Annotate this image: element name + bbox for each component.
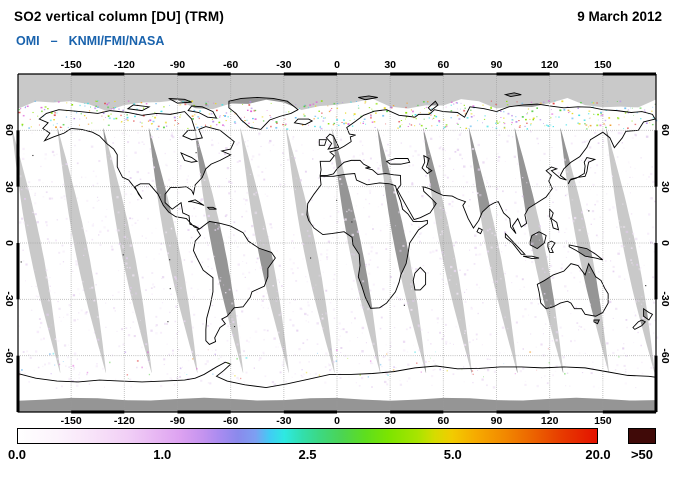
map-canvas <box>11 74 659 412</box>
lon-tick-label-top: -150 <box>60 59 82 71</box>
lon-tick-label-bottom: -120 <box>113 415 135 427</box>
lat-tick-label-right: 60 <box>659 124 671 137</box>
lon-tick-label-bottom: 30 <box>384 415 396 427</box>
date-label: 9 March 2012 <box>577 9 662 24</box>
lon-tick-label-bottom: 90 <box>490 415 503 427</box>
lon-tick-label-top: -60 <box>223 59 239 71</box>
lon-tick-label-top: 150 <box>594 59 612 71</box>
lon-tick-label-top: 30 <box>384 59 396 71</box>
agencies-label: KNMI/FMI/NASA <box>68 34 165 48</box>
lon-tick-label-bottom: -90 <box>169 415 186 427</box>
colorbar-tick-label: 0.0 <box>7 447 27 462</box>
lat-tick-label-right: -30 <box>659 291 671 307</box>
colorbar <box>17 428 598 444</box>
lat-tick-label-right: -60 <box>659 348 671 364</box>
lon-tick-label-bottom: 0 <box>334 415 340 427</box>
instrument-label: OMI <box>16 34 40 48</box>
lon-tick-label-bottom: -60 <box>223 415 239 427</box>
lon-tick-label-bottom: -150 <box>60 415 82 427</box>
colorbar-tick-label: 5.0 <box>443 447 462 462</box>
colorbar-overflow-box <box>628 428 656 444</box>
lat-tick-label-right: 30 <box>659 180 671 193</box>
colorbar-tick-label: 20.0 <box>585 447 611 462</box>
page-title: SO2 vertical column [DU] (TRM) <box>14 9 225 24</box>
subtitle-separator: – <box>50 34 58 48</box>
colorbar-overflow-label: >50 <box>630 447 654 462</box>
lon-tick-label-top: 120 <box>540 59 559 71</box>
lon-tick-label-top: 0 <box>334 59 340 71</box>
so2-data-speckles <box>18 100 659 389</box>
lat-tick-label-left: 0 <box>3 240 15 246</box>
colorbar-tick-label: 1.0 <box>153 447 172 462</box>
colorbar-tick-label: 2.5 <box>298 447 317 462</box>
lon-tick-label-top: -120 <box>113 59 135 71</box>
lon-tick-label-top: -90 <box>169 59 186 71</box>
lon-tick-label-bottom: 150 <box>594 415 612 427</box>
lat-tick-label-right: 0 <box>659 240 671 246</box>
lat-tick-label-left: -60 <box>3 348 15 364</box>
lat-tick-label-left: 60 <box>3 124 15 137</box>
world-map <box>11 74 659 412</box>
coastlines <box>18 93 656 412</box>
lon-tick-label-bottom: 120 <box>540 415 559 427</box>
lon-tick-label-bottom: -30 <box>276 415 292 427</box>
lon-tick-label-bottom: 60 <box>437 415 450 427</box>
graticule <box>18 74 656 412</box>
lon-tick-label-top: 90 <box>490 59 503 71</box>
lon-tick-label-top: -30 <box>276 59 292 71</box>
lat-tick-label-left: 30 <box>3 180 15 193</box>
lon-tick-label-top: 60 <box>437 59 450 71</box>
lat-tick-label-left: -30 <box>3 291 15 307</box>
mission-subtitle: OMI – KNMI/FMI/NASA <box>16 34 164 48</box>
